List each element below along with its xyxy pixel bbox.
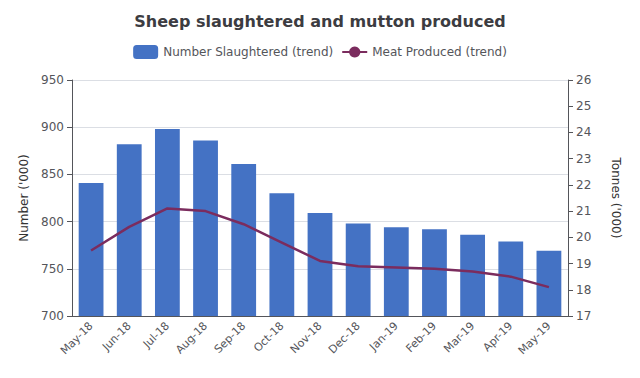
svg-text:Aug-18: Aug-18: [173, 319, 210, 356]
svg-text:750: 750: [41, 262, 64, 276]
svg-text:20: 20: [576, 230, 591, 244]
svg-text:Tonnes ('000): Tonnes ('000): [609, 157, 623, 239]
svg-text:Jul-18: Jul-18: [140, 319, 172, 351]
svg-text:19: 19: [576, 257, 591, 271]
svg-text:Sep-18: Sep-18: [212, 319, 249, 356]
svg-text:Jun-18: Jun-18: [99, 319, 134, 354]
svg-text:950: 950: [41, 73, 64, 87]
svg-text:17: 17: [576, 309, 591, 323]
svg-text:Number ('000): Number ('000): [17, 154, 31, 242]
svg-text:23: 23: [576, 152, 591, 166]
svg-text:Oct-18: Oct-18: [251, 319, 286, 354]
svg-text:24: 24: [576, 125, 591, 139]
svg-text:700: 700: [41, 309, 64, 323]
svg-text:May-18: May-18: [58, 319, 96, 357]
svg-text:850: 850: [41, 167, 64, 181]
svg-text:25: 25: [576, 99, 591, 113]
svg-text:Number Slaughtered (trend): Number Slaughtered (trend): [163, 45, 333, 59]
svg-text:Sheep slaughtered and mutton p: Sheep slaughtered and mutton produced: [134, 12, 505, 31]
svg-text:Meat Produced (trend): Meat Produced (trend): [372, 45, 507, 59]
svg-text:Mar-19: Mar-19: [441, 319, 477, 355]
svg-text:Jan-19: Jan-19: [366, 319, 401, 354]
svg-text:Dec-18: Dec-18: [326, 319, 363, 356]
svg-text:18: 18: [576, 283, 591, 297]
svg-text:Apr-19: Apr-19: [481, 319, 516, 354]
svg-text:Nov-18: Nov-18: [288, 319, 325, 356]
svg-text:21: 21: [576, 204, 591, 218]
svg-text:26: 26: [576, 73, 591, 87]
svg-text:Feb-19: Feb-19: [403, 319, 439, 355]
svg-text:800: 800: [41, 215, 64, 229]
svg-text:May-19: May-19: [516, 319, 554, 357]
svg-text:22: 22: [576, 178, 591, 192]
svg-text:900: 900: [41, 120, 64, 134]
